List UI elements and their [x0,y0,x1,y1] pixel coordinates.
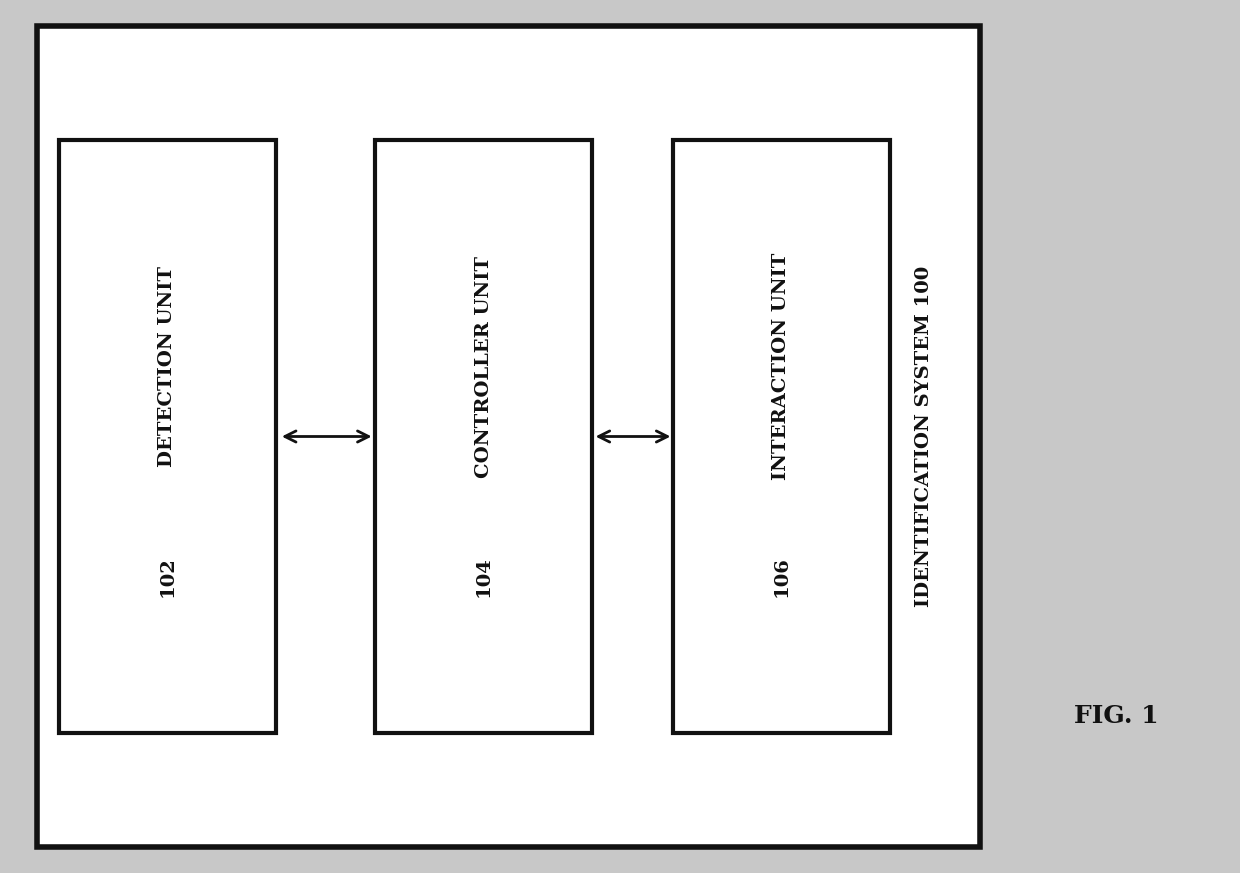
Text: 106: 106 [773,556,790,596]
Text: DETECTION UNIT: DETECTION UNIT [159,266,176,467]
Bar [60,140,277,733]
Text: CONTROLLER UNIT: CONTROLLER UNIT [475,256,492,478]
Bar [374,140,591,733]
Text: FIG. 1: FIG. 1 [1074,704,1158,728]
Text: INTERACTION UNIT: INTERACTION UNIT [773,253,790,480]
Bar [37,26,980,847]
Bar [672,140,890,733]
Text: IDENTIFICATION SYSTEM 100: IDENTIFICATION SYSTEM 100 [915,266,932,607]
Text: 104: 104 [475,556,492,596]
Text: 102: 102 [159,556,176,596]
